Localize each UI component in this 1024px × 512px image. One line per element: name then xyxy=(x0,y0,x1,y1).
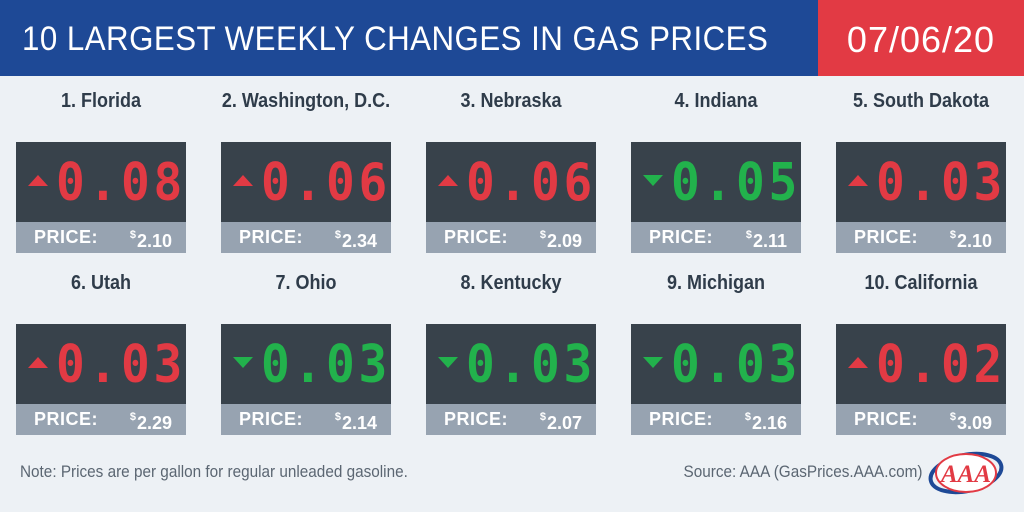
arrow-up-icon xyxy=(848,357,868,368)
source-credit: Source: AAA (GasPrices.AAA.com) xyxy=(683,462,922,481)
page-title: 10 LARGEST WEEKLY CHANGES IN GAS PRICES xyxy=(22,20,769,58)
price-label: PRICE: xyxy=(649,227,714,247)
change-value: 0.03 xyxy=(671,335,801,395)
price-label: PRICE: xyxy=(444,227,509,247)
state-name: 5. South Dakota xyxy=(852,90,990,112)
price-value: $2.10 xyxy=(129,229,172,251)
price-value: $2.10 xyxy=(949,229,992,251)
arrow-up-icon xyxy=(233,175,253,186)
state-name: 1. Florida xyxy=(60,90,142,112)
arrow-up-icon xyxy=(848,175,868,186)
state-name: 2. Washington, D.C. xyxy=(221,90,391,112)
change-display: 0.03 xyxy=(836,142,1006,222)
arrow-up-icon xyxy=(28,357,48,368)
arrow-up-icon xyxy=(28,175,48,186)
change-display: 0.03 xyxy=(631,324,801,404)
state-name: 9. Michigan xyxy=(666,272,766,294)
arrow-down-icon xyxy=(643,175,663,186)
change-display: 0.06 xyxy=(426,142,596,222)
price-label: PRICE: xyxy=(239,227,304,247)
state-name: 6. Utah xyxy=(70,272,132,294)
change-display: 0.03 xyxy=(426,324,596,404)
change-value: 0.06 xyxy=(466,153,596,213)
change-display: 0.03 xyxy=(221,324,391,404)
change-value: 0.05 xyxy=(671,153,801,213)
change-value: 0.06 xyxy=(261,153,391,213)
price-value: $3.09 xyxy=(949,411,992,433)
state-name: 3. Nebraska xyxy=(460,90,562,112)
arrow-up-icon xyxy=(438,175,458,186)
price-value: $2.07 xyxy=(539,411,582,433)
header-bar: 10 LARGEST WEEKLY CHANGES IN GAS PRICES … xyxy=(0,0,1024,76)
price-bar: PRICE: $2.14 xyxy=(221,404,391,435)
price-label: PRICE: xyxy=(239,409,304,429)
price-label: PRICE: xyxy=(34,409,99,429)
change-display: 0.08 xyxy=(16,142,186,222)
change-display: 0.02 xyxy=(836,324,1006,404)
price-value: $2.09 xyxy=(539,229,582,251)
price-value: $2.11 xyxy=(745,229,787,251)
state-name: 7. Ohio xyxy=(275,272,337,294)
price-label: PRICE: xyxy=(854,409,919,429)
aaa-logo-icon: AAA xyxy=(928,451,1004,495)
change-display: 0.06 xyxy=(221,142,391,222)
state-name: 8. Kentucky xyxy=(460,272,562,294)
price-bar: PRICE: $2.10 xyxy=(16,222,186,253)
change-value: 0.03 xyxy=(261,335,391,395)
price-value: $2.16 xyxy=(744,411,787,433)
change-value: 0.03 xyxy=(56,335,186,395)
arrow-down-icon xyxy=(643,357,663,368)
state-name: 10. California xyxy=(864,272,978,294)
change-value: 0.03 xyxy=(876,153,1006,213)
arrow-down-icon xyxy=(438,357,458,368)
price-value: $2.34 xyxy=(334,229,377,251)
price-bar: PRICE: $2.10 xyxy=(836,222,1006,253)
change-display: 0.03 xyxy=(16,324,186,404)
price-bar: PRICE: $3.09 xyxy=(836,404,1006,435)
state-name: 4. Indiana xyxy=(674,90,758,112)
change-value: 0.08 xyxy=(56,153,186,213)
price-bar: PRICE: $2.07 xyxy=(426,404,596,435)
price-bar: PRICE: $2.29 xyxy=(16,404,186,435)
price-change-grid: 1. Florida 0.08 PRICE: $2.10 2. Washingt… xyxy=(0,76,1024,446)
logo-lettering: AAA xyxy=(939,461,991,488)
change-display: 0.05 xyxy=(631,142,801,222)
change-value: 0.03 xyxy=(466,335,596,395)
date-badge: 07/06/20 xyxy=(818,0,1024,76)
date-label: 07/06/20 xyxy=(846,19,996,60)
price-label: PRICE: xyxy=(854,227,919,247)
price-bar: PRICE: $2.11 xyxy=(631,222,801,253)
price-value: $2.14 xyxy=(334,411,377,433)
price-value: $2.29 xyxy=(129,411,172,433)
price-label: PRICE: xyxy=(444,409,509,429)
change-value: 0.02 xyxy=(876,335,1006,395)
price-bar: PRICE: $2.16 xyxy=(631,404,801,435)
price-bar: PRICE: $2.34 xyxy=(221,222,391,253)
price-bar: PRICE: $2.09 xyxy=(426,222,596,253)
arrow-down-icon xyxy=(233,357,253,368)
price-label: PRICE: xyxy=(34,227,99,247)
price-label: PRICE: xyxy=(649,409,714,429)
footnote: Note: Prices are per gallon for regular … xyxy=(20,462,408,481)
